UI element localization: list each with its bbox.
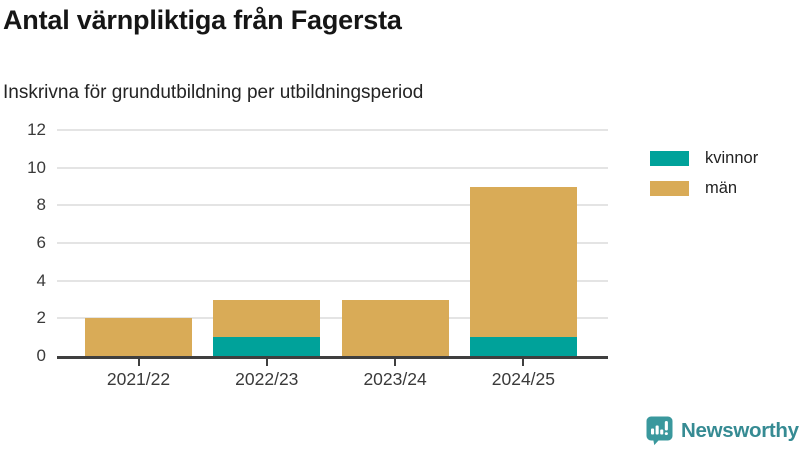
- x-axis-line: [57, 356, 608, 359]
- legend-swatch-kvinnor: [650, 151, 689, 166]
- gridline-y4: [57, 279, 608, 282]
- gridline-y10: [57, 166, 608, 169]
- x-tick-mark-2024/25: [522, 359, 525, 366]
- chart-title: Antal värnpliktiga från Fagersta: [3, 5, 402, 35]
- y-tick-label-2: 2: [36, 308, 46, 328]
- x-tick-mark-2021/22: [137, 359, 140, 366]
- bar-män-2023/24: [341, 299, 449, 356]
- y-tick-label-10: 10: [27, 157, 46, 177]
- y-tick-label-12: 12: [27, 120, 46, 139]
- bar-kvinnor-2022/23: [213, 337, 321, 356]
- bar-män-2022/23: [213, 299, 321, 338]
- legend-label-man: män: [705, 179, 738, 197]
- gridline-y12: [57, 129, 608, 131]
- x-tick-label-2021/22: 2021/22: [106, 369, 171, 389]
- chart-subtitle: Inskrivna för grundutbildning per utbild…: [3, 82, 424, 103]
- gridline-y2: [57, 317, 608, 320]
- y-tick-label-6: 6: [36, 233, 46, 252]
- legend-item-man: män: [650, 179, 758, 198]
- gridline-y6: [57, 242, 608, 244]
- plot-area: [57, 129, 608, 356]
- brand-footer: Newsworthy: [645, 415, 799, 446]
- x-tick-label-2022/23: 2022/23: [235, 369, 299, 389]
- y-tick-label-0: 0: [36, 346, 46, 365]
- x-tick-label-2023/24: 2023/24: [363, 369, 427, 389]
- x-tick-mark-2022/23: [265, 359, 268, 366]
- brand-name: Newsworthy: [681, 418, 799, 442]
- legend: kvinnor män: [650, 149, 758, 209]
- y-tick-label-4: 4: [36, 270, 46, 290]
- x-tick-mark-2023/24: [394, 359, 397, 366]
- bar-män-2024/25: [469, 186, 577, 338]
- y-tick-label-8: 8: [36, 195, 46, 215]
- newsworthy-logo-icon: [646, 416, 673, 446]
- legend-label-kvinnor: kvinnor: [705, 149, 759, 167]
- legend-swatch-man: [650, 181, 689, 196]
- legend-item-kvinnor: kvinnor: [650, 149, 758, 168]
- gridline-y8: [57, 204, 608, 207]
- x-tick-label-2024/25: 2024/25: [491, 369, 556, 389]
- bar-kvinnor-2024/25: [469, 337, 577, 356]
- bar-män-2021/22: [85, 318, 192, 356]
